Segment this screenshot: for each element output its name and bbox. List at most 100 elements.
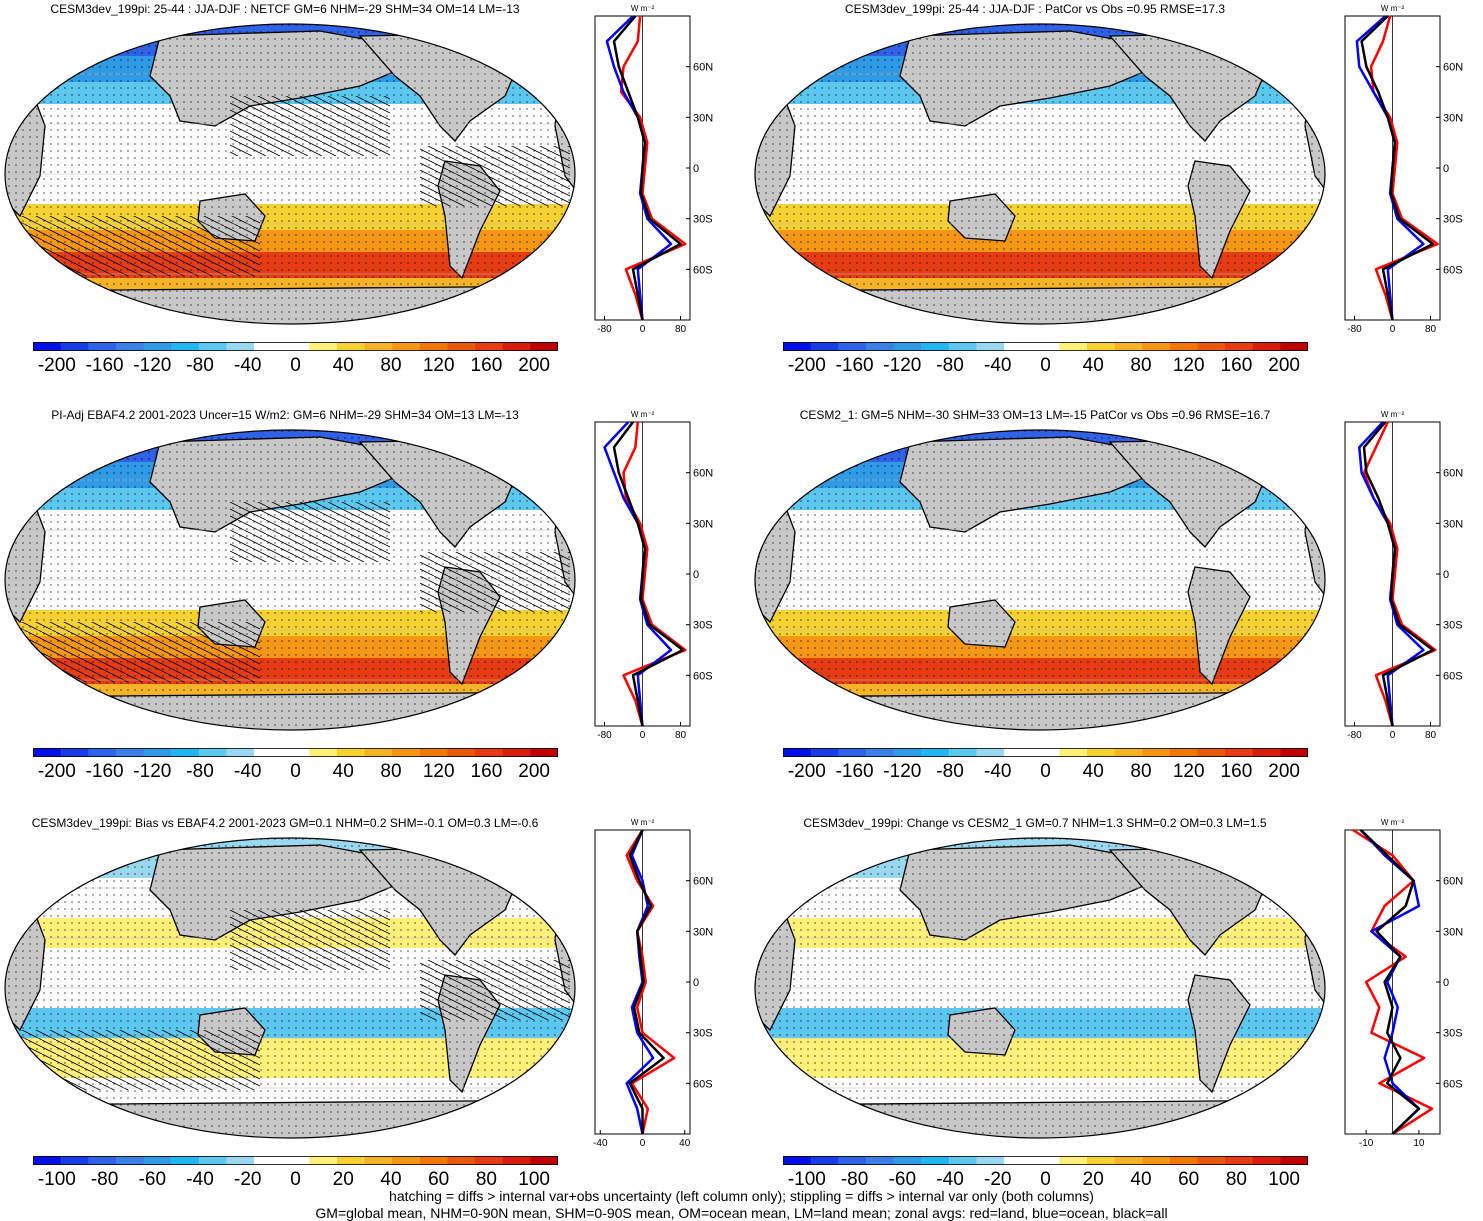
colorbar-swatch: [1059, 1156, 1088, 1165]
colorbar-swatch: [281, 1156, 310, 1165]
colorbar-swatch: [88, 1156, 117, 1165]
ytick-label: 30N: [693, 112, 713, 124]
colorbar-swatch: [1225, 1156, 1254, 1165]
land-greenland: [438, 25, 481, 52]
colorbar-tick-label: 120: [422, 761, 455, 782]
panel-patcor-cesm3dev: CESM3dev_199pi: 25-44 : JJA-DJF : PatCor…: [750, 2, 1483, 407]
hatching-region: [20, 1030, 260, 1090]
map-border: [754, 429, 1326, 731]
colorbar-swatch: [530, 342, 558, 351]
colorbar-labels: -200 -160 -120 -80 -40 0 40 80 120 160 200: [33, 761, 558, 785]
colorbar-labels: -200 -160 -120 -80 -40 0 40 80 120 160 200: [783, 355, 1308, 379]
colorbar-swatch: [921, 342, 950, 351]
ytick-label: 60S: [1443, 264, 1463, 276]
ytick-label: 60S: [693, 264, 713, 276]
zonal-mean-plot: W m⁻² 60N 30N 0 30S 60S -80 0 80: [594, 410, 713, 738]
colorbar-tick-label: -200: [37, 761, 76, 782]
colorbar-swatch: [530, 1156, 558, 1165]
xtick-label: 0: [1390, 324, 1396, 332]
colorbar-tick-label: 80: [1130, 355, 1152, 376]
colorbar-tick-label: -80: [186, 761, 214, 782]
colorbar-tick-label: 20: [332, 1169, 354, 1190]
colorbar-swatch: [502, 1156, 531, 1165]
colorbar-swatch: [502, 342, 531, 351]
xtick-label: 80: [1425, 324, 1437, 332]
colorbar-tick-label: 40: [1082, 761, 1104, 782]
colorbar-swatch: [976, 748, 1005, 757]
zonal-mean-plot: W m⁻² 60N 30N 0 30S 60S -40 0 40: [593, 818, 713, 1146]
colorbar-tick-label: 120: [1172, 761, 1205, 782]
colorbar-tick-label: 40: [1082, 355, 1104, 376]
colorbar-tick-label: 80: [380, 761, 402, 782]
colorbar-swatch: [33, 342, 62, 351]
map-plot: [754, 837, 1326, 1139]
colorbar-tick-label: -120: [883, 355, 922, 376]
ytick-label: 30N: [693, 926, 713, 938]
colorbar-swatch: [226, 342, 255, 351]
map-plot: [4, 429, 576, 731]
colorbar-tick-label: 40: [332, 355, 354, 376]
land-greenland: [438, 431, 481, 458]
colorbar-tick-label: 160: [470, 355, 503, 376]
colorbar-swatch: [115, 342, 145, 351]
ytick-label: 60S: [693, 1078, 713, 1090]
colorbar-tick-label: 200: [518, 355, 550, 376]
colorbar-tick-label: -80: [840, 1169, 869, 1190]
ytick-label: 60N: [1443, 468, 1463, 480]
colorbar-swatch: [1169, 748, 1198, 757]
colorbar-tick-label: -160: [835, 761, 874, 782]
colorbar-swatch: [1031, 1156, 1060, 1165]
colorbar-swatch: [392, 1156, 421, 1165]
zonal-line-land: [622, 421, 687, 727]
ytick-label: 30N: [1443, 926, 1463, 938]
ytick-label: 30S: [1443, 620, 1463, 632]
map-border: [754, 837, 1326, 1139]
xtick-label: -80: [1347, 730, 1362, 738]
colorbar-swatch: [447, 342, 476, 351]
colorbar-swatch: [1086, 342, 1116, 351]
ytick-label: 30N: [693, 518, 713, 530]
land-greenland: [1188, 25, 1231, 52]
zonal-line-land: [625, 829, 676, 1135]
zonal-unit-label: W m⁻²: [1381, 818, 1405, 827]
colorbar-swatch: [143, 342, 172, 351]
colorbar-swatch: [1225, 342, 1254, 351]
zonal-mean-plot: W m⁻² 60N 30N 0 30S 60S -10 10: [1344, 818, 1463, 1146]
stippling-overlay: [755, 24, 1325, 324]
zonal-line-all: [1362, 421, 1435, 727]
colorbar: [783, 342, 1308, 351]
colorbar: [33, 342, 558, 351]
zonal-unit-label: W m⁻²: [631, 818, 655, 827]
stippling-overlay: [755, 838, 1325, 1138]
colorbar-swatch: [1197, 342, 1226, 351]
ytick-label: 0: [693, 977, 699, 989]
chart-title: CESM3dev_199pi: 25-44 : JJA-DJF : PatCor…: [844, 2, 1226, 16]
colorbar-swatch: [392, 342, 421, 351]
colorbar-swatch: [1280, 1156, 1308, 1165]
colorbar-tick-label: -20: [234, 1169, 262, 1190]
colorbar-swatch: [281, 342, 310, 351]
colorbar-swatch: [60, 342, 89, 351]
colorbar-swatch: [60, 1156, 89, 1165]
colorbar-tick-label: 120: [422, 355, 455, 376]
panel-netcf-jja-djf: CESM3dev_199pi: 25-44 : JJA-DJF : NETCF …: [0, 2, 740, 407]
colorbar-labels: -100 -80 -60 -40 -20 0 20 40 60 80 100: [783, 1169, 1308, 1193]
ytick-label: 30N: [1443, 112, 1463, 124]
colorbar-swatch: [447, 748, 476, 757]
panel-ebaf-obs: PI-Adj EBAF4.2 2001-2023 Uncer=15 W/m2: …: [0, 408, 740, 813]
colorbar-swatch: [865, 748, 895, 757]
xtick-label: 0: [640, 324, 646, 332]
zonal-line-all: [1360, 15, 1435, 321]
colorbar-swatch: [1197, 748, 1226, 757]
colorbar-swatch: [1280, 748, 1308, 757]
colorbar-swatch: [336, 1156, 366, 1165]
colorbar-tick-label: -40: [984, 355, 1012, 376]
colorbar-tick-label: 0: [1040, 355, 1051, 376]
colorbar-tick-label: 0: [1040, 1169, 1051, 1190]
ytick-label: 30N: [1443, 518, 1463, 530]
colorbar-tick-label: -200: [787, 761, 826, 782]
colorbar-swatch: [143, 748, 172, 757]
colorbar-swatch: [1086, 748, 1116, 757]
colorbar-swatch: [976, 342, 1005, 351]
hatching-region: [20, 622, 260, 682]
